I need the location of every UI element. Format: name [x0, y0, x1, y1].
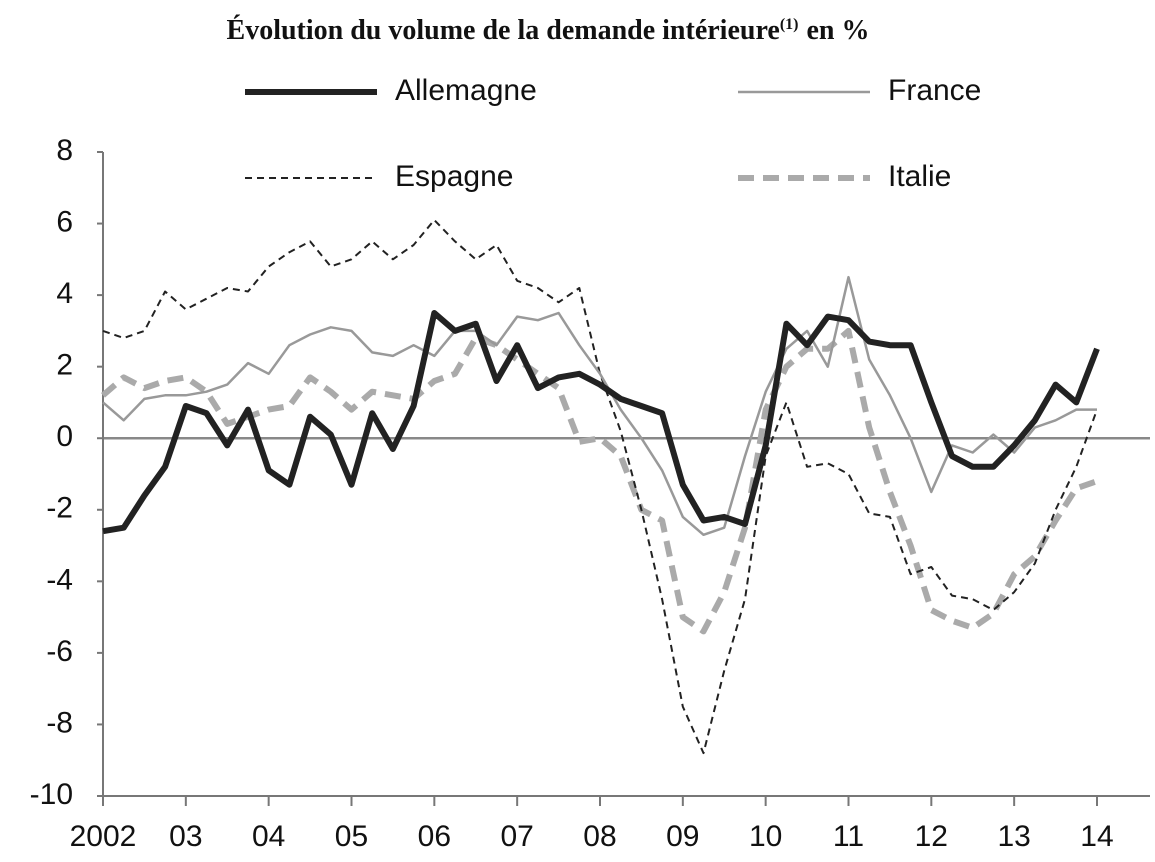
y-tick-label: 0: [56, 420, 73, 453]
title-superscript: (1): [780, 16, 799, 33]
x-tick-label: 2002: [70, 820, 137, 853]
x-tick-label: 09: [666, 820, 699, 853]
y-tick-label: -10: [30, 778, 73, 811]
y-tick-label: -8: [46, 706, 73, 739]
series-line: [102, 275, 1097, 537]
x-tick-label: 07: [500, 820, 533, 853]
y-tick-label: 6: [56, 205, 73, 238]
legend-label: Italie: [888, 160, 951, 193]
legend-label: Espagne: [395, 160, 513, 193]
legend-label: Allemagne: [395, 74, 537, 107]
series-line: [101, 327, 1098, 635]
y-tick-label: 2: [56, 349, 73, 382]
x-tick-label: 11: [833, 820, 864, 853]
y-tick-label: -6: [46, 635, 73, 668]
x-tick-label: 14: [1080, 820, 1113, 853]
x-tick-label: 12: [915, 820, 948, 853]
y-tick-label: 4: [56, 277, 73, 310]
chart-title: Évolution du volume de la demande intéri…: [227, 15, 870, 46]
y-tick-label: -4: [46, 563, 73, 596]
x-tick-label: 05: [335, 820, 368, 853]
x-tick-label: 10: [749, 820, 782, 853]
legend-label: France: [888, 74, 981, 107]
x-tick-label: 03: [169, 820, 202, 853]
y-tick-label: -2: [46, 492, 73, 525]
y-tick-label: 8: [56, 134, 73, 167]
series-line: [102, 219, 1098, 755]
series-line: [102, 310, 1100, 535]
title-suffix: en %: [806, 15, 869, 46]
x-tick-label: 08: [583, 820, 616, 853]
x-tick-label: 13: [997, 820, 1030, 853]
x-tick-label: 04: [252, 820, 285, 853]
x-tick-label: 06: [418, 820, 451, 853]
title-text: Évolution du volume de la demande intéri…: [227, 15, 780, 46]
